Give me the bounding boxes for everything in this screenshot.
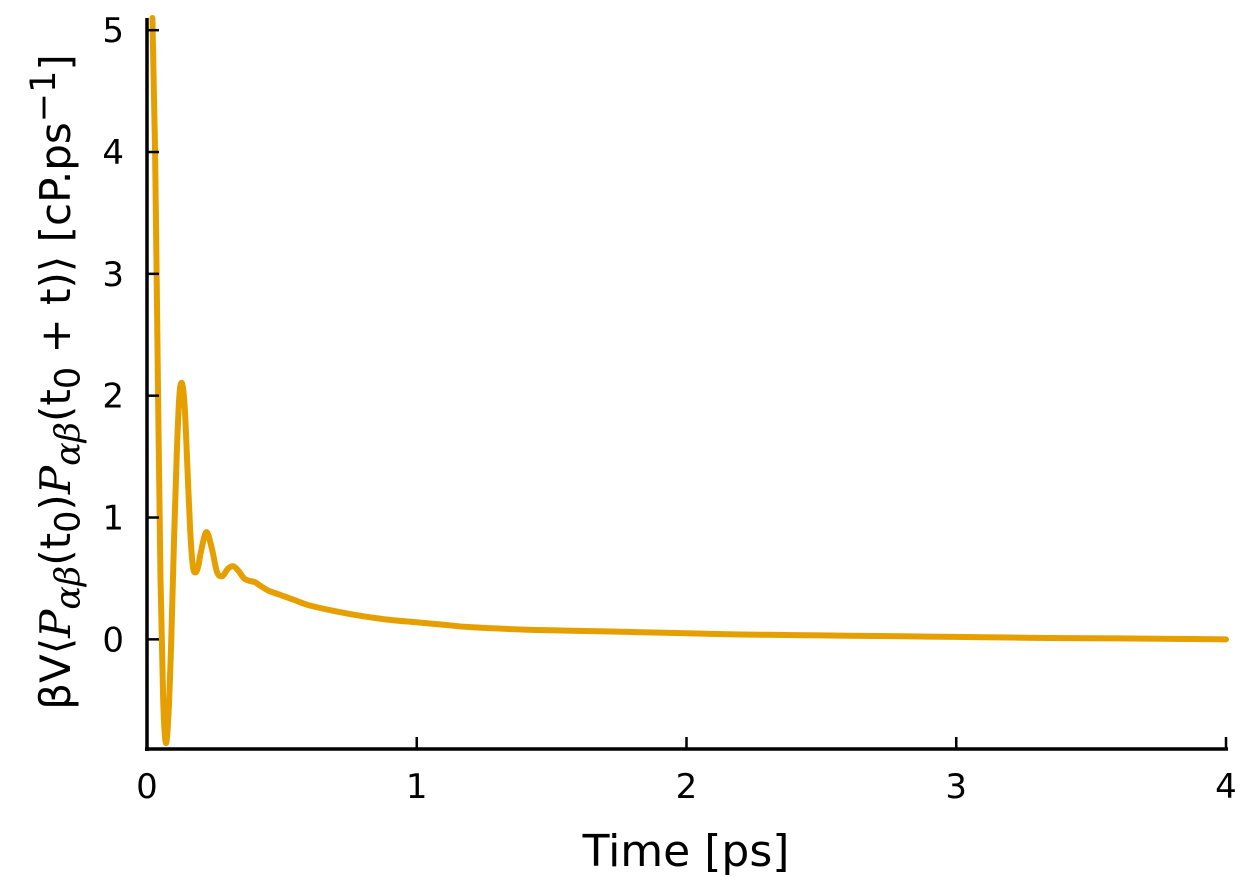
y-axis-ticks: 0 1 2 3 4 5 [102,11,159,660]
y-tick-label-2: 2 [102,377,124,417]
series-line-0 [149,15,1229,746]
x-tick-label-2: 2 [676,767,698,807]
x-tick-label-1: 1 [406,767,428,807]
plot-area [149,15,1229,746]
y-tick-label-5: 5 [102,11,124,51]
y-tick-label-3: 3 [102,255,124,295]
x-tick-label-0: 0 [136,767,158,807]
x-axis-title: Time [ps] [582,826,790,877]
y-tick-label-4: 4 [102,133,124,173]
y-tick-label-0: 0 [102,620,124,660]
x-tick-label-4: 4 [1215,767,1237,807]
x-tick-label-3: 3 [945,767,967,807]
y-axis-title: βV⟨Pαβ(t0)Pαβ(t0 + t)⟩ [cP.ps−1] [24,54,89,710]
y-tick-label-1: 1 [102,499,124,539]
x-axis-ticks: 0 1 2 3 4 [136,737,1237,807]
